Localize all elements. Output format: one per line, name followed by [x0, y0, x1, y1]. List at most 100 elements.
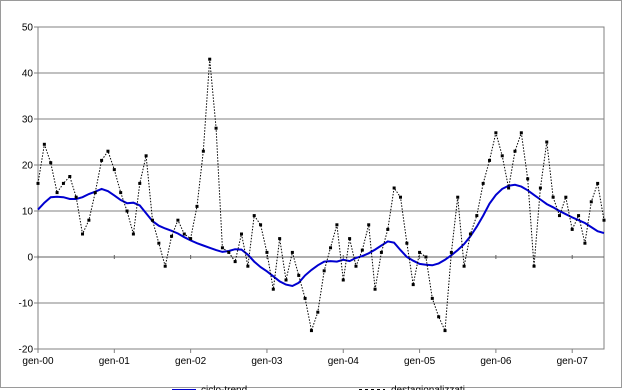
data-point-destagionalizzati	[125, 209, 129, 213]
data-point-destagionalizzati	[150, 218, 154, 222]
data-point-destagionalizzati	[500, 154, 504, 158]
data-point-destagionalizzati	[182, 232, 186, 236]
data-point-destagionalizzati	[93, 191, 97, 195]
data-point-destagionalizzati	[42, 142, 46, 146]
data-point-destagionalizzati	[68, 175, 72, 178]
data-point-destagionalizzati	[322, 269, 326, 273]
data-point-destagionalizzati	[418, 250, 422, 254]
data-point-destagionalizzati	[386, 227, 390, 231]
data-point-destagionalizzati	[398, 195, 402, 199]
data-point-destagionalizzati	[61, 181, 65, 185]
data-point-destagionalizzati	[494, 131, 498, 135]
data-point-destagionalizzati	[405, 241, 409, 245]
x-tick-label: gen-01	[99, 356, 131, 367]
data-point-destagionalizzati	[367, 223, 371, 227]
data-point-destagionalizzati	[201, 149, 205, 153]
plot-area	[37, 26, 605, 350]
y-tick-label: 50	[22, 23, 34, 34]
x-tick-label: gen-00	[22, 356, 54, 367]
data-point-destagionalizzati	[49, 161, 53, 165]
data-point-destagionalizzati	[259, 223, 263, 227]
x-axis-ticks: gen-00 gen-01 gen-02 gen-03 gen-04 gen-05 gen-…	[22, 255, 588, 367]
data-point-destagionalizzati	[602, 218, 606, 222]
y-axis-ticks: -20 -10 0 10 20 30 40 50	[19, 23, 38, 356]
data-point-destagionalizzati	[341, 278, 345, 282]
data-point-destagionalizzati	[551, 195, 555, 199]
data-point-destagionalizzati	[284, 278, 288, 282]
data-point-destagionalizzati	[564, 195, 568, 199]
gridlines	[38, 72, 604, 304]
data-point-destagionalizzati	[443, 329, 447, 333]
data-point-destagionalizzati	[373, 287, 377, 291]
data-point-destagionalizzati	[138, 181, 142, 185]
data-point-destagionalizzati	[309, 329, 313, 333]
data-point-destagionalizzati	[170, 234, 174, 238]
data-point-destagionalizzati	[411, 283, 415, 287]
data-point-destagionalizzati	[220, 246, 224, 250]
data-point-destagionalizzati	[100, 158, 104, 162]
data-point-destagionalizzati	[271, 287, 275, 291]
data-point-destagionalizzati	[424, 255, 428, 259]
data-point-destagionalizzati	[449, 250, 453, 254]
data-point-destagionalizzati	[348, 237, 352, 241]
data-point-destagionalizzati	[55, 191, 59, 195]
data-point-destagionalizzati	[112, 168, 116, 172]
data-point-destagionalizzati	[462, 264, 466, 268]
data-point-destagionalizzati	[583, 241, 587, 245]
data-point-destagionalizzati	[329, 246, 333, 250]
data-point-destagionalizzati	[252, 214, 256, 218]
data-point-destagionalizzati	[577, 214, 581, 218]
legend: ciclo-trend destagionalizzati	[172, 385, 465, 390]
data-point-destagionalizzati	[526, 177, 530, 181]
y-tick-label: 30	[22, 115, 34, 126]
data-point-destagionalizzati	[208, 57, 212, 61]
data-point-destagionalizzati	[163, 264, 167, 268]
x-tick-label: gen-03	[251, 356, 283, 367]
series-line-ciclo-trend	[37, 183, 605, 288]
data-point-destagionalizzati	[316, 310, 320, 314]
data-point-destagionalizzati	[589, 200, 593, 204]
y-tick-label: 10	[22, 207, 34, 218]
x-tick-label: gen-05	[404, 356, 436, 367]
data-point-destagionalizzati	[74, 195, 78, 199]
legend-label-destagionalizzati: destagionalizzati	[391, 385, 465, 390]
y-tick-label: 0	[27, 253, 33, 264]
data-point-destagionalizzati	[468, 232, 472, 236]
legend-label-ciclo-trend: ciclo-trend	[201, 385, 247, 390]
series-line-destagionalizzati	[37, 59, 605, 333]
data-point-destagionalizzati	[557, 214, 561, 218]
data-point-destagionalizzati	[265, 250, 269, 254]
data-point-destagionalizzati	[532, 264, 536, 268]
data-point-destagionalizzati	[335, 223, 339, 227]
data-point-destagionalizzati	[233, 260, 237, 264]
data-point-destagionalizzati	[189, 237, 193, 241]
data-point-destagionalizzati	[488, 158, 492, 162]
data-point-destagionalizzati	[456, 195, 460, 199]
data-point-destagionalizzati	[119, 191, 123, 195]
series-group	[36, 57, 606, 333]
x-tick-label: gen-02	[175, 356, 207, 367]
data-point-destagionalizzati	[481, 181, 485, 185]
data-point-destagionalizzati	[240, 232, 244, 236]
data-point-destagionalizzati	[81, 232, 85, 236]
data-point-destagionalizzati	[538, 186, 542, 190]
data-point-destagionalizzati	[106, 149, 110, 153]
data-point-destagionalizzati	[176, 218, 180, 222]
data-point-destagionalizzati	[303, 296, 307, 300]
data-point-destagionalizzati	[437, 315, 441, 319]
y-tick-label: 40	[22, 69, 34, 80]
data-point-destagionalizzati	[144, 154, 148, 158]
data-point-destagionalizzati	[545, 140, 549, 144]
data-point-destagionalizzati	[214, 126, 218, 130]
data-point-destagionalizzati	[360, 248, 364, 252]
y-tick-label: -10	[19, 299, 34, 310]
data-point-destagionalizzati	[278, 237, 282, 241]
y-tick-label: 20	[22, 161, 34, 172]
x-tick-label: gen-06	[480, 356, 512, 367]
y-tick-label: -20	[19, 345, 34, 356]
data-point-destagionalizzati	[430, 296, 434, 300]
data-point-destagionalizzati	[379, 250, 383, 254]
data-point-destagionalizzati	[513, 149, 517, 153]
x-tick-label: gen-04	[328, 356, 360, 367]
data-point-destagionalizzati	[519, 131, 523, 135]
